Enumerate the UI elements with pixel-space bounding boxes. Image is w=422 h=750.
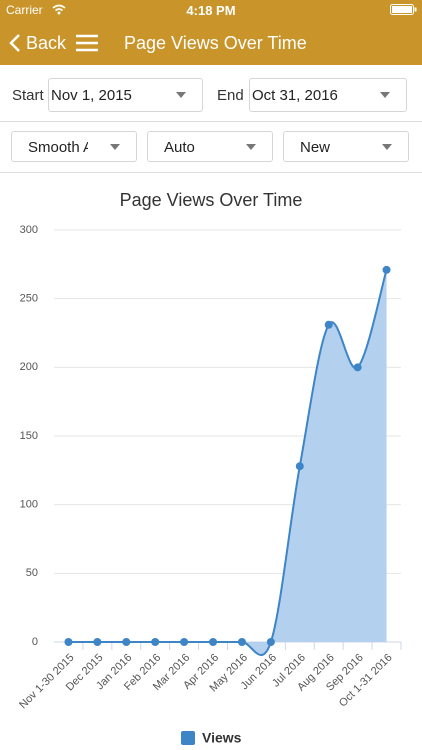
back-button[interactable]: Back — [26, 33, 67, 53]
chart-title: Page Views Over Time — [120, 190, 303, 210]
interval-select[interactable]: Auto — [147, 131, 273, 162]
data-point — [295, 462, 304, 471]
data-point — [237, 638, 246, 646]
end-date-select[interactable]: Oct 31, 2016 — [249, 78, 407, 112]
data-point — [353, 363, 362, 372]
data-point — [180, 638, 189, 646]
start-date-select[interactable]: Nov 1, 2015 — [48, 78, 203, 112]
y-tick-label: 250 — [20, 293, 38, 305]
interval: Auto — [164, 139, 195, 156]
back-chevron[interactable] — [8, 33, 22, 53]
divider — [0, 121, 422, 122]
start-label: Start — [12, 87, 44, 104]
chart-style-select[interactable]: Smooth Area — [11, 131, 137, 162]
data-point — [122, 638, 131, 646]
data-point — [382, 265, 391, 274]
header: Carrier 4:18 PM Back Page Views Over Tim… — [0, 0, 422, 65]
y-tick-label: 300 — [20, 224, 38, 236]
y-tick-label: 150 — [20, 430, 38, 442]
nav-title: Page Views Over Time — [124, 33, 307, 53]
visitor-type: New — [300, 139, 331, 156]
legend-label: Views — [202, 730, 242, 746]
y-tick-label: 50 — [26, 567, 38, 579]
data-point — [64, 638, 73, 646]
visitor-type-select[interactable]: New — [283, 131, 409, 162]
data-point — [324, 320, 333, 329]
y-tick-label: 0 — [32, 636, 38, 648]
end-label: End — [217, 87, 244, 104]
time: 4:18 PM — [186, 3, 236, 18]
data-point — [266, 638, 275, 646]
data-point — [151, 638, 160, 646]
y-tick-label: 200 — [20, 361, 38, 373]
carrier: Carrier — [6, 3, 43, 17]
legend-swatch — [181, 731, 195, 745]
menu-button[interactable] — [76, 34, 98, 52]
chart: Page Views Over Time 050100150200250300N… — [17, 190, 402, 746]
data-point — [209, 638, 218, 646]
data-point — [93, 638, 102, 646]
start-date: Nov 1, 2015 — [51, 87, 132, 104]
y-tick-label: 100 — [20, 499, 38, 511]
divider — [0, 172, 422, 173]
end-date: Oct 31, 2016 — [252, 87, 338, 104]
area — [68, 269, 387, 656]
wifi-icon — [52, 4, 66, 15]
battery-icon — [390, 4, 417, 15]
x-tick-label: Oct 1-31 2016 — [337, 652, 395, 710]
chart-style: Smooth Area — [28, 139, 88, 156]
